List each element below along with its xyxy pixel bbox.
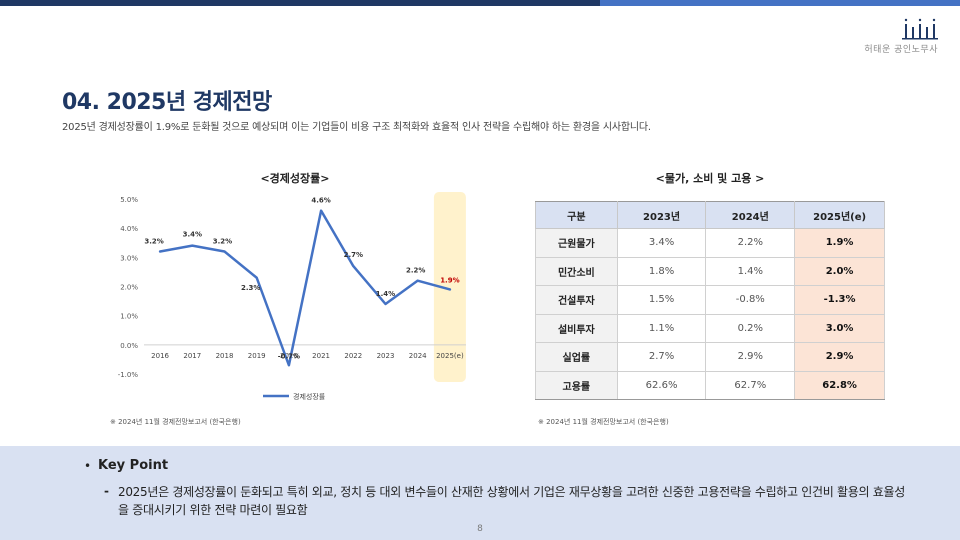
x-tick-label: 2023 bbox=[377, 352, 395, 360]
chart-source-note: ※ 2024년 11월 경제전망보고서 (한국은행) bbox=[110, 418, 241, 426]
x-tick-label: 2019 bbox=[248, 352, 266, 360]
legend-label: 경제성장률 bbox=[293, 392, 326, 401]
table-row: 민간소비 1.8% 1.4% 2.0% bbox=[535, 256, 885, 286]
y-tick-label: 1.0% bbox=[120, 313, 138, 321]
top-bar-dark bbox=[0, 0, 600, 6]
table-title: <물가, 소비 및 고용 > bbox=[655, 172, 765, 185]
indicators-table: 구분 2023년 2024년 2025년(e) 근원물가 3.4% 2.2% 1… bbox=[535, 201, 885, 400]
row-label: 근원물가 bbox=[535, 228, 618, 258]
table-header-cell: 2023년 bbox=[616, 201, 707, 229]
table-cell: 62.6% bbox=[616, 370, 707, 400]
x-tick-label: 2021 bbox=[312, 352, 330, 360]
table-cell: 1.1% bbox=[616, 313, 707, 343]
company-name: 허태운 공인노무사 bbox=[864, 45, 938, 55]
row-label: 민간소비 bbox=[535, 256, 618, 286]
forecast-cell: 3.0% bbox=[794, 313, 885, 343]
y-tick-label: 3.0% bbox=[120, 254, 138, 262]
data-label: 2.7% bbox=[344, 251, 363, 259]
table-cell: 1.5% bbox=[616, 285, 707, 315]
data-label: 1.4% bbox=[376, 290, 395, 298]
page-subtitle: 2025년 경제성장률이 1.9%로 둔화될 것으로 예상되며 이는 기업들이 … bbox=[62, 122, 651, 133]
data-label: 2.3% bbox=[241, 284, 260, 292]
table-cell: 62.7% bbox=[705, 370, 796, 400]
forecast-highlight-band bbox=[433, 192, 466, 382]
x-tick-label: 2017 bbox=[183, 352, 201, 360]
table-cell: 3.4% bbox=[616, 228, 707, 258]
row-label: 실업률 bbox=[535, 342, 618, 372]
table-cell: -0.8% bbox=[705, 285, 796, 315]
row-label: 고용률 bbox=[535, 370, 618, 400]
table-cell: 2.2% bbox=[705, 228, 796, 258]
x-tick-label: 2025(e) bbox=[436, 352, 464, 360]
table-row: 실업률 2.7% 2.9% 2.9% bbox=[535, 342, 885, 372]
row-label: 건설투자 bbox=[535, 285, 618, 315]
y-tick-label: 5.0% bbox=[120, 196, 138, 204]
x-tick-label: 2016 bbox=[151, 352, 169, 360]
growth-rate-line bbox=[158, 209, 452, 367]
y-tick-label: 0.0% bbox=[120, 342, 138, 350]
company-logo-icon bbox=[902, 18, 938, 40]
table-header-cell: 구분 bbox=[535, 201, 618, 229]
row-label: 설비투자 bbox=[535, 313, 618, 343]
key-point-panel bbox=[0, 446, 960, 540]
growth-rate-chart: 5.0% 4.0% 3.0% 2.0% 1.0% 0.0% -1.0% 2016 2017 201… bbox=[118, 192, 466, 401]
data-label: 3.2% bbox=[213, 238, 232, 246]
table-cell: 2.7% bbox=[616, 342, 707, 372]
key-point-bullet: • bbox=[84, 459, 92, 473]
page-title: 04. 2025년 경제전망 bbox=[62, 90, 272, 115]
table-row: 근원물가 3.4% 2.2% 1.9% bbox=[535, 228, 885, 258]
x-tick-label: 2018 bbox=[216, 352, 234, 360]
y-tick-label: 4.0% bbox=[120, 225, 138, 233]
table-cell: 1.8% bbox=[616, 256, 707, 286]
x-tick-label: 2024 bbox=[409, 352, 427, 360]
key-point-heading: Key Point bbox=[98, 458, 169, 473]
key-point-dash: - bbox=[104, 484, 109, 498]
table-header-cell: 2025년(e) bbox=[794, 201, 885, 229]
top-bar-light bbox=[600, 0, 960, 6]
y-tick-label: -1.0% bbox=[118, 371, 139, 379]
chart-title: <경제성장률> bbox=[260, 172, 330, 185]
table-header-row: 구분 2023년 2024년 2025년(e) bbox=[535, 201, 885, 229]
table-row: 설비투자 1.1% 0.2% 3.0% bbox=[535, 313, 885, 343]
forecast-cell: 2.0% bbox=[794, 256, 885, 286]
table-cell: 1.4% bbox=[705, 256, 796, 286]
table-source-note: ※ 2024년 11월 경제전망보고서 (한국은행) bbox=[538, 418, 669, 426]
x-tick-label: 2020 bbox=[280, 352, 298, 360]
data-label: 4.6% bbox=[311, 197, 330, 205]
key-point-text: 2025년은 경제성장률이 둔화되고 특히 외교, 정치 등 대외 변수들이 산… bbox=[118, 485, 905, 517]
table-row: 고용률 62.6% 62.7% 62.8% bbox=[535, 370, 885, 400]
data-label: 3.4% bbox=[183, 231, 202, 239]
table-header-cell: 2024년 bbox=[705, 201, 796, 229]
table-cell: 0.2% bbox=[705, 313, 796, 343]
forecast-cell: -1.3% bbox=[794, 285, 885, 315]
forecast-cell: 62.8% bbox=[794, 370, 885, 400]
data-label: -0.7% bbox=[278, 352, 300, 360]
data-label: 2.2% bbox=[406, 267, 425, 275]
y-tick-label: 2.0% bbox=[120, 284, 138, 292]
forecast-cell: 2.9% bbox=[794, 342, 885, 372]
table-row: 건설투자 1.5% -0.8% -1.3% bbox=[535, 285, 885, 315]
data-label: 1.9% bbox=[440, 276, 459, 284]
forecast-cell: 1.9% bbox=[794, 228, 885, 258]
page-number: 8 bbox=[477, 524, 483, 534]
table-cell: 2.9% bbox=[705, 342, 796, 372]
data-label: 3.2% bbox=[144, 238, 163, 246]
x-tick-label: 2022 bbox=[344, 352, 362, 360]
